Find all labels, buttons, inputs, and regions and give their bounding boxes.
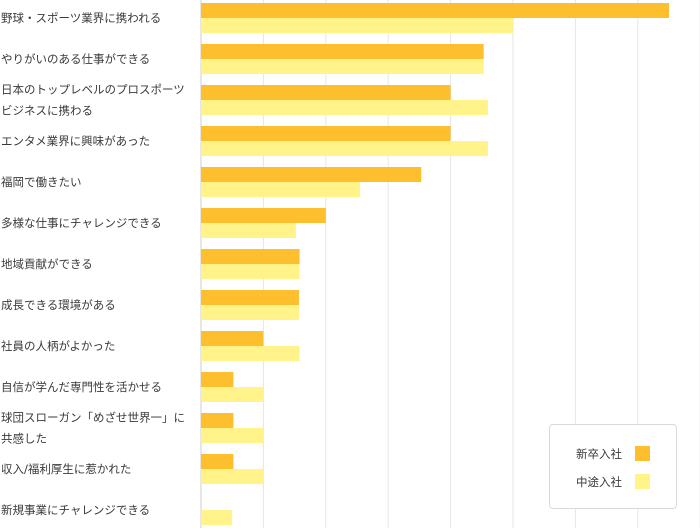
bar-shinsotsu xyxy=(201,413,234,428)
legend-swatch-chuto xyxy=(635,474,650,489)
bar-shinsotsu xyxy=(201,454,234,469)
bar-chuto xyxy=(201,223,296,238)
category-label: 球団スローガン「めざせ世界一」に xyxy=(1,411,185,425)
bar-shinsotsu xyxy=(201,3,669,18)
bar-chuto xyxy=(201,469,264,484)
bar-shinsotsu xyxy=(201,85,451,100)
category-label: 多様な仕事にチャレンジできる xyxy=(1,216,162,230)
legend-label-shinsotsu: 新卒入社 xyxy=(576,447,622,461)
bar-chuto xyxy=(201,510,233,525)
bar-chuto xyxy=(201,141,489,156)
category-label: やりがいのある仕事ができる xyxy=(1,52,150,66)
category-label: 地域貢献ができる xyxy=(1,257,93,271)
bar-chuto xyxy=(201,18,513,33)
category-label: ビジネスに携わる xyxy=(1,104,93,118)
legend-label-chuto: 中途入社 xyxy=(576,475,622,489)
bar-chuto xyxy=(201,264,300,279)
bar-chuto xyxy=(201,305,299,320)
category-label: 収入/福利厚生に惹かれた xyxy=(1,462,131,476)
bars xyxy=(201,3,669,525)
bar-shinsotsu xyxy=(201,372,234,387)
bar-chuto xyxy=(201,346,300,361)
category-label: 新規事業にチャレンジできる xyxy=(1,503,150,517)
bar-chuto xyxy=(201,100,489,115)
bar-chuto xyxy=(201,182,361,197)
category-label: 自信が学んだ専門性を活かせる xyxy=(1,380,162,394)
category-label: 野球・スポーツ業界に携われる xyxy=(1,11,161,25)
legend: 新卒入社 中途入社 xyxy=(549,424,677,509)
bar-shinsotsu xyxy=(201,126,451,141)
bar-chuto xyxy=(201,387,264,402)
bar-shinsotsu xyxy=(201,44,484,59)
category-labels: 野球・スポーツ業界に携われるやりがいのある仕事ができる日本のトップレベルのプロス… xyxy=(1,11,185,517)
bar-shinsotsu xyxy=(201,167,422,182)
category-label: 日本のトップレベルのプロスポーツ xyxy=(1,83,185,97)
bar-shinsotsu xyxy=(201,290,299,305)
category-label: 社員の人柄がよかった xyxy=(1,339,115,353)
bar-shinsotsu xyxy=(201,331,264,346)
category-label: エンタメ業界に興味があった xyxy=(1,134,150,148)
bar-chuto xyxy=(201,59,484,74)
legend-swatch-shinsotsu xyxy=(635,446,650,461)
bar-shinsotsu xyxy=(201,208,326,223)
category-label: 福岡で働きたい xyxy=(1,175,82,189)
bar-shinsotsu xyxy=(201,249,300,264)
bar-chuto xyxy=(201,428,264,443)
category-label: 成長できる環境がある xyxy=(1,298,116,312)
category-label: 共感した xyxy=(1,432,47,446)
